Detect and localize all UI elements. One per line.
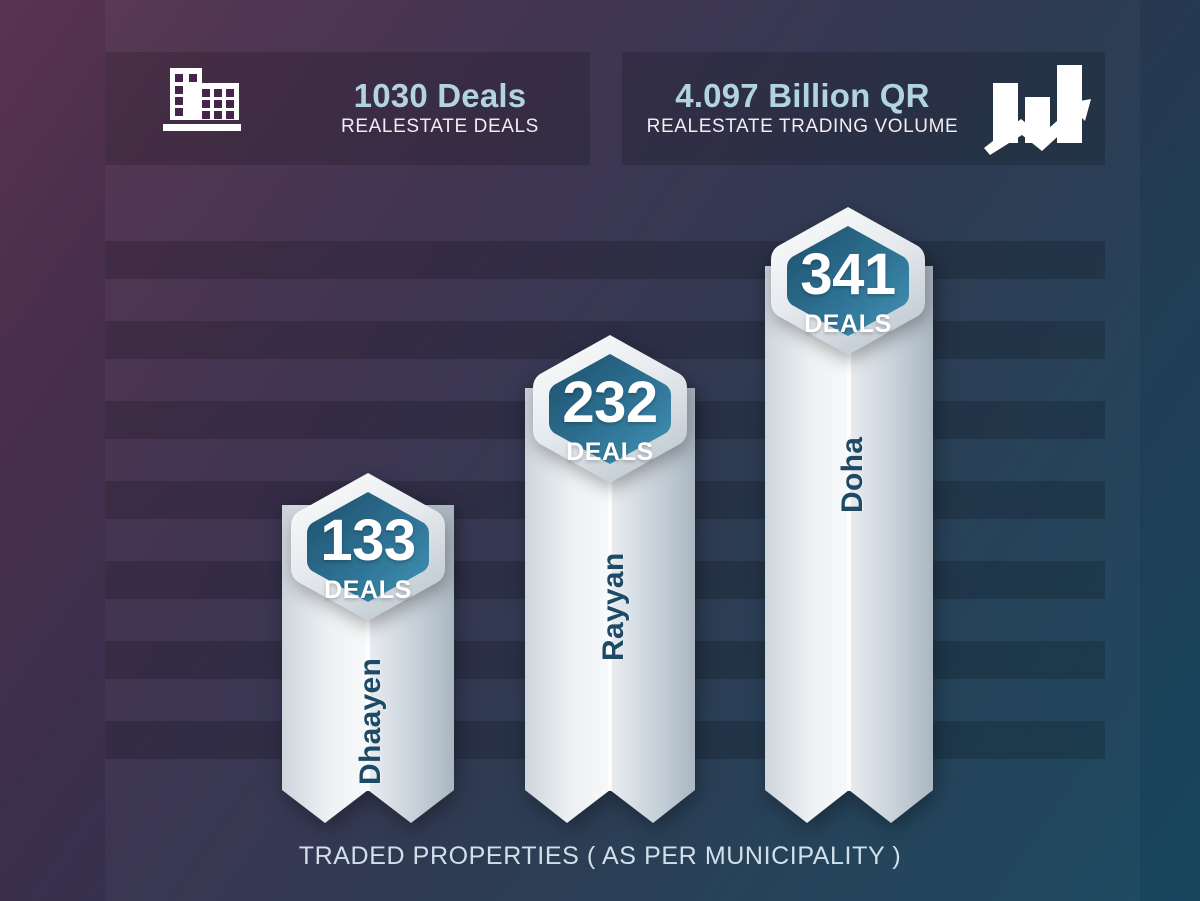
chart-caption: TRADED PROPERTIES ( AS PER MUNICIPALITY … (298, 842, 902, 870)
bar-chart-growth-icon (975, 59, 1105, 159)
bar-group-doha[interactable]: Doha (765, 266, 933, 823)
stat-label: REALESTATE TRADING VOLUME (646, 116, 959, 138)
stat-value: 4.097 Billion QR (675, 77, 930, 115)
bar-label-dhaayen: Dhaayen (354, 657, 387, 785)
stat-card-realestate-trading-volume: 4.097 Billion QR REALESTATE TRADING VOLU… (622, 52, 1105, 165)
stat-card-text: 4.097 Billion QR REALESTATE TRADING VOLU… (622, 77, 975, 140)
grid-band (105, 241, 1105, 279)
bar-label-doha: Doha (836, 436, 869, 513)
bar-column (525, 388, 695, 823)
bar-group-rayyan[interactable]: Rayyan (525, 388, 695, 823)
bar-label-rayyan: Rayyan (597, 552, 630, 661)
bar-column (765, 266, 933, 823)
bar-badge-rayyan[interactable]: 232 DEALS (530, 332, 690, 486)
stat-label: REALESTATE DEALS (341, 116, 539, 138)
buildings-icon (105, 59, 290, 159)
bar-badge-doha[interactable]: 341 DEALS (768, 204, 928, 358)
stat-card-text: 1030 Deals REALESTATE DEALS (290, 77, 590, 140)
stat-value: 1030 Deals (353, 77, 527, 115)
stat-card-realestate-deals: 1030 Deals REALESTATE DEALS (105, 52, 590, 165)
bar-badge-dhaayen[interactable]: 133 DEALS (288, 470, 448, 624)
